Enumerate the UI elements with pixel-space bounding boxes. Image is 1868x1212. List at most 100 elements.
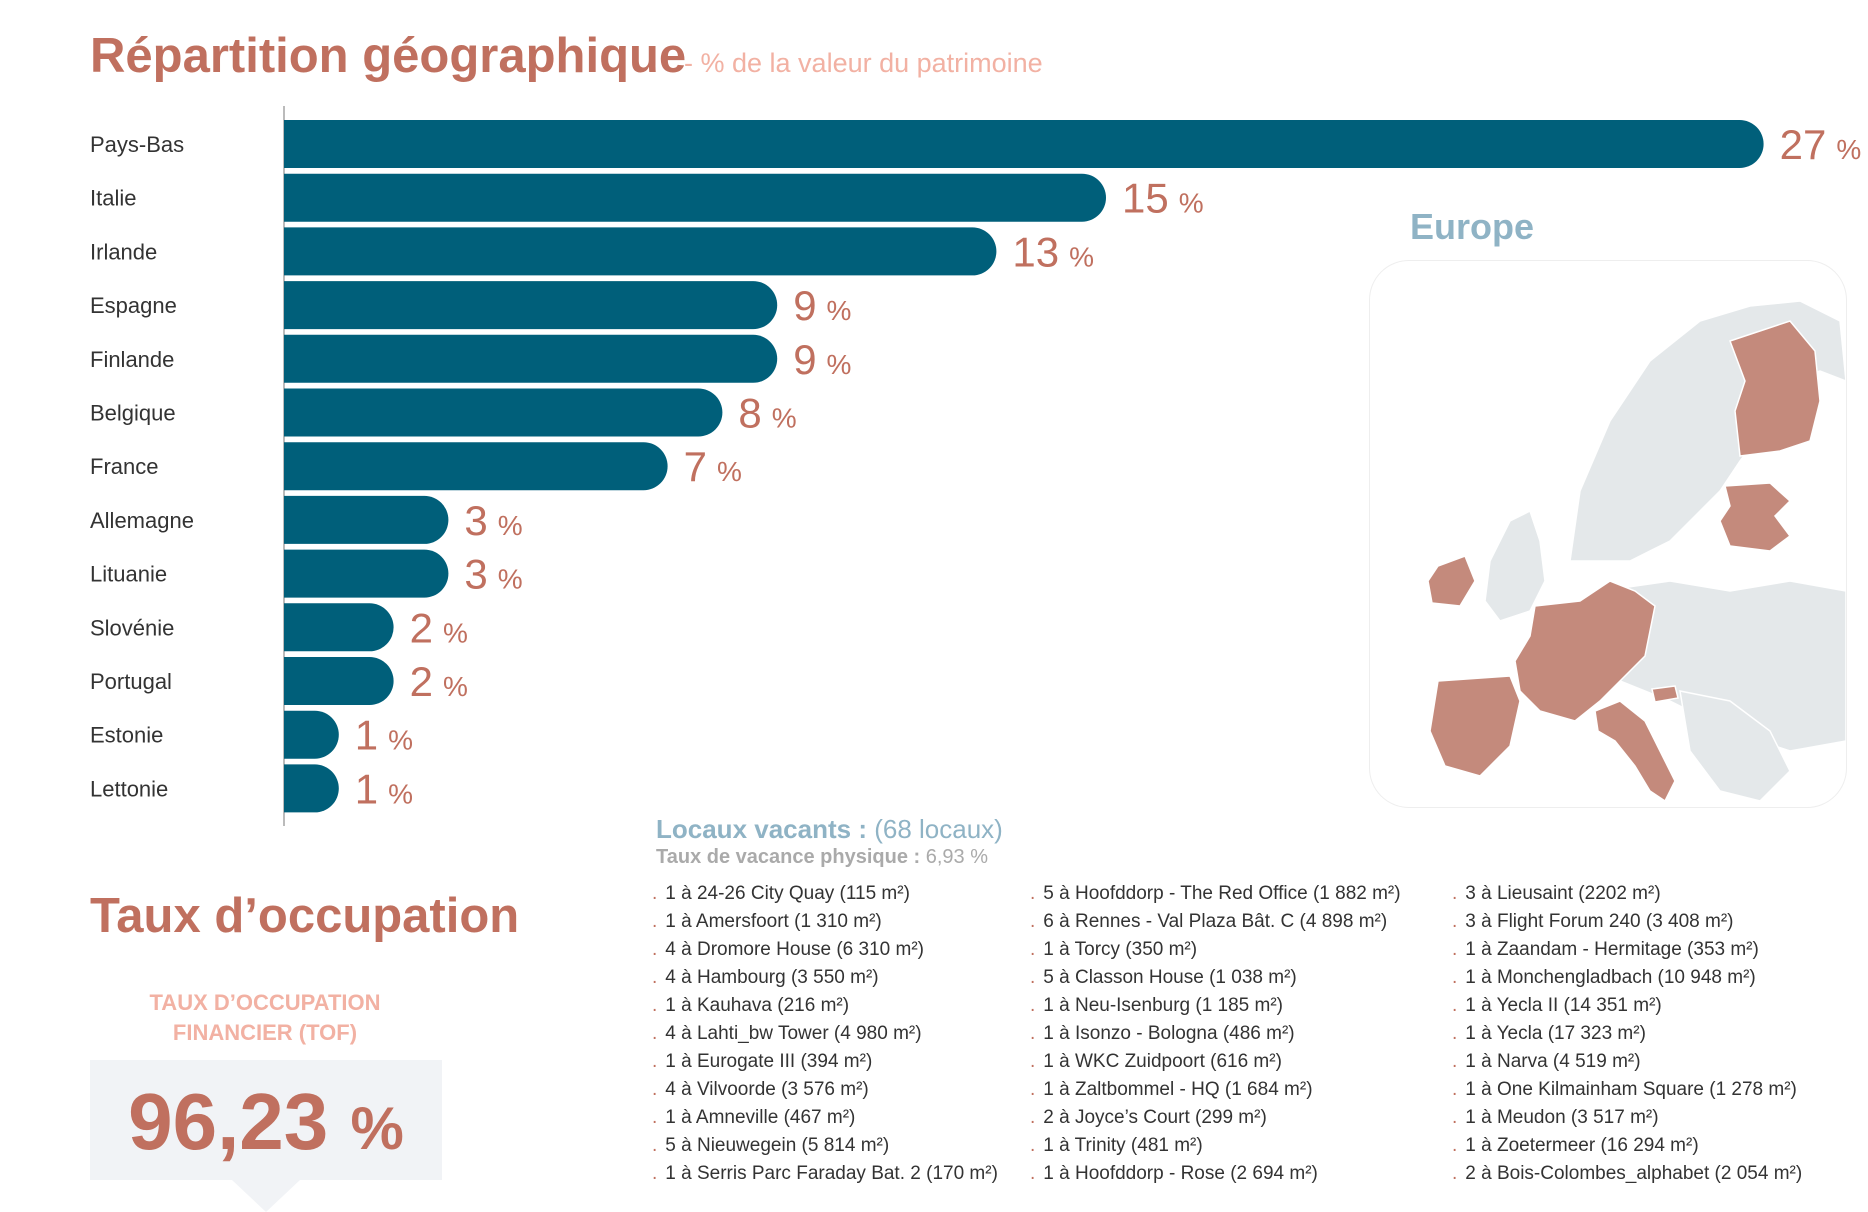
category-label: Pays-Bas xyxy=(90,132,184,157)
vacancy-item: . 4 à Lahti_bw Tower (4 980 m²) xyxy=(652,1020,998,1048)
vacancy-item: . 1 à Isonzo - Bologna (486 m²) xyxy=(1030,1020,1401,1048)
vacancy-rate: Taux de vacance physique : 6,93 % xyxy=(656,846,988,869)
vacancy-item-text: 1 à WKC Zuidpoort (616 m²) xyxy=(1043,1051,1282,1072)
bullet-icon: . xyxy=(1452,967,1458,988)
bullet-icon: . xyxy=(652,1135,658,1156)
vacancy-item-text: 1 à Zaandam - Hermitage (353 m²) xyxy=(1465,939,1759,960)
map-title: Europe xyxy=(1410,206,1535,247)
bar xyxy=(284,764,339,813)
map-uk xyxy=(1484,509,1546,622)
vacancy-item: . 4 à Dromore House (6 310 m²) xyxy=(652,936,998,964)
tof-box: 96,23 % xyxy=(90,1060,442,1180)
data-label: 2% xyxy=(410,658,468,705)
vacancy-item: . 4 à Hambourg (3 550 m²) xyxy=(652,964,998,992)
bullet-icon: . xyxy=(1452,883,1458,904)
map-ireland xyxy=(1427,555,1476,607)
vacancy-count: (68 locaux) xyxy=(874,814,1003,844)
page-title: Répartition géographique xyxy=(90,29,687,83)
vacancy-item: . 1 à Neu-Isenburg (1 185 m²) xyxy=(1030,992,1401,1020)
data-label: 9% xyxy=(793,282,851,329)
bar-chart: Pays-Bas 27 % Italie 15 % Irlande 13 % Espagne 9 % F… xyxy=(90,106,1862,826)
data-label: 9% xyxy=(793,336,851,383)
vacancy-item-text: 3 à Flight Forum 240 (3 408 m²) xyxy=(1465,911,1734,932)
data-label: 8% xyxy=(738,390,796,437)
data-label: 27% xyxy=(1780,121,1862,168)
map-west-europe xyxy=(1514,580,1656,722)
vacancy-item-text: 1 à Meudon (3 517 m²) xyxy=(1465,1107,1659,1128)
bar xyxy=(284,227,997,276)
map-baltics xyxy=(1719,482,1792,552)
vacancy-item: . 1 à Zaltbommel - HQ (1 684 m²) xyxy=(1030,1076,1401,1104)
bullet-icon: . xyxy=(1030,967,1036,988)
bar xyxy=(284,281,778,330)
vacancy-item: . 1 à Yecla II (14 351 m²) xyxy=(1452,992,1802,1020)
bullet-icon: . xyxy=(1030,911,1036,932)
vacancy-item: . 1 à Yecla (17 323 m²) xyxy=(1452,1020,1802,1048)
bullet-icon: . xyxy=(1030,939,1036,960)
data-label: 1% xyxy=(355,712,413,759)
occupation-title: Taux d’occupation xyxy=(90,889,520,943)
bar xyxy=(284,388,723,437)
vacancy-title-label: Locaux vacants : xyxy=(656,814,867,844)
category-label: Italie xyxy=(90,186,136,211)
data-label: 3% xyxy=(464,497,522,544)
category-label: Lituanie xyxy=(90,562,167,587)
vacancy-item-text: 4 à Hambourg (3 550 m²) xyxy=(665,967,879,988)
bullet-icon: . xyxy=(1030,1051,1036,1072)
bar xyxy=(284,173,1106,222)
tof-label: TAUX D’OCCUPATION FINANCIER (TOF) xyxy=(149,990,381,1045)
vacancy-item: . 1 à Zaandam - Hermitage (353 m²) xyxy=(1452,936,1802,964)
bullet-icon: . xyxy=(1452,995,1458,1016)
map-balkans xyxy=(1679,690,1791,802)
vacancy-item: . 5 à Hoofddorp - The Red Office (1 882 m… xyxy=(1030,880,1401,908)
vacancy-item-text: 1 à Narva (4 519 m²) xyxy=(1465,1051,1641,1072)
category-label: Lettonie xyxy=(90,776,168,801)
page-subtitle: - % de la valeur du patrimoine xyxy=(684,48,1043,78)
vacancy-item-text: 1 à Yecla (17 323 m²) xyxy=(1465,1023,1646,1044)
category-label: Espagne xyxy=(90,293,177,318)
bullet-icon: . xyxy=(652,911,658,932)
vacancy-item: . 1 à Kauhava (216 m²) xyxy=(652,992,998,1020)
category-label: Estonie xyxy=(90,723,163,748)
vacancy-item-text: 6 à Rennes - Val Plaza Bât. C (4 898 m²) xyxy=(1043,911,1388,932)
bullet-icon: . xyxy=(652,939,658,960)
bullet-icon: . xyxy=(1030,1023,1036,1044)
tof-value-wrap: 96,23 % xyxy=(90,1076,442,1168)
bar xyxy=(284,334,778,383)
map-italy xyxy=(1594,700,1676,803)
vacancy-rate-value: 6,93 % xyxy=(925,846,988,868)
vacancy-item-text: 1 à Zaltbommel - HQ (1 684 m²) xyxy=(1043,1079,1313,1100)
vacancy-item-text: 5 à Hoofddorp - The Red Office (1 882 m²… xyxy=(1043,883,1401,904)
bullet-icon: . xyxy=(652,883,658,904)
data-label: 7% xyxy=(684,443,742,490)
vacancy-item-text: 1 à Eurogate III (394 m²) xyxy=(665,1051,873,1072)
vacancy-item: . 1 à One Kilmainham Square (1 278 m²) xyxy=(1452,1076,1802,1104)
data-label: 1% xyxy=(355,765,413,812)
bullet-icon: . xyxy=(1452,1107,1458,1128)
vacancy-item: . 3 à Flight Forum 240 (3 408 m²) xyxy=(1452,908,1802,936)
vacancy-item-text: 1 à Monchengladbach (10 948 m²) xyxy=(1465,967,1756,988)
vacancy-item: . 1 à Monchengladbach (10 948 m²) xyxy=(1452,964,1802,992)
vacancy-item-text: 2 à Joyce’s Court (299 m²) xyxy=(1043,1107,1267,1128)
vacancy-title: Locaux vacants : (68 locaux) xyxy=(656,814,1003,845)
vacancy-item: . 6 à Rennes - Val Plaza Bât. C (4 898 m²… xyxy=(1030,908,1401,936)
vacancy-list-col-2: . 5 à Hoofddorp - The Red Office (1 882 m… xyxy=(1030,880,1401,1188)
bullet-icon: . xyxy=(652,1051,658,1072)
bullet-icon: . xyxy=(1030,1163,1036,1184)
bullet-icon: . xyxy=(1452,939,1458,960)
data-label: 2% xyxy=(410,604,468,651)
map-iberia xyxy=(1429,675,1521,777)
bullet-icon: . xyxy=(1452,1023,1458,1044)
category-label: Irlande xyxy=(90,239,157,264)
bar xyxy=(284,495,449,544)
vacancy-item: . 5 à Classon House (1 038 m²) xyxy=(1030,964,1401,992)
category-label: Portugal xyxy=(90,669,172,694)
vacancy-item-text: 4 à Dromore House (6 310 m²) xyxy=(665,939,924,960)
vacancy-item: . 1 à WKC Zuidpoort (616 m²) xyxy=(1030,1048,1401,1076)
bullet-icon: . xyxy=(1452,911,1458,932)
bar xyxy=(284,442,668,491)
vacancy-item-text: 1 à Amneville (467 m²) xyxy=(665,1107,856,1128)
vacancy-item-text: 1 à Amersfoort (1 310 m²) xyxy=(665,911,882,932)
vacancy-item: . 4 à Vilvoorde (3 576 m²) xyxy=(652,1076,998,1104)
bullet-icon: . xyxy=(1030,1079,1036,1100)
